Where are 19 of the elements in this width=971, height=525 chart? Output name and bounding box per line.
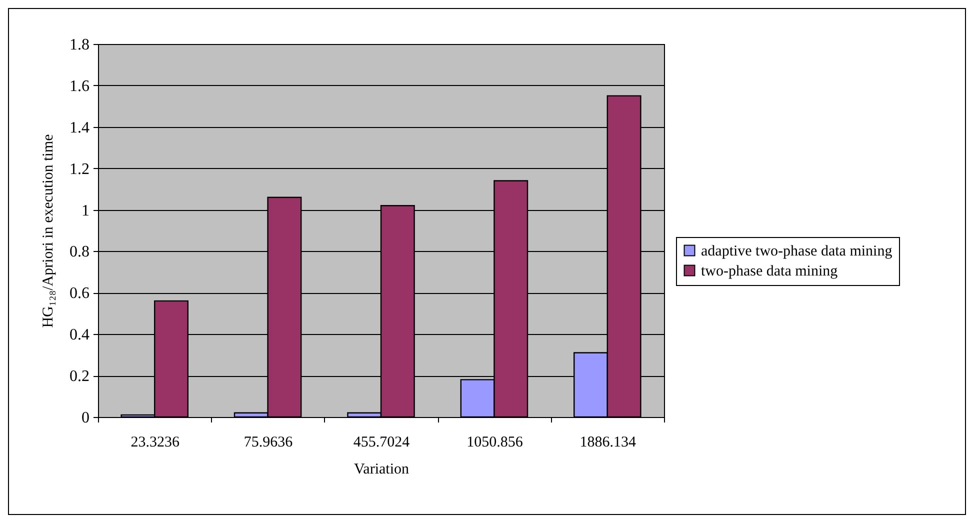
y-tick-label: 1.4 bbox=[70, 119, 90, 136]
y-tick-label: 0.2 bbox=[70, 368, 90, 386]
y-tick-label: 1.8 bbox=[70, 36, 90, 54]
y-tick-label: 1.6 bbox=[70, 78, 90, 95]
x-tick-label: 455.7024 bbox=[353, 434, 410, 450]
x-tick-label: 75.9636 bbox=[244, 434, 294, 450]
x-tick-label: 23.3236 bbox=[130, 434, 180, 450]
y-tick-label: 0.4 bbox=[70, 326, 90, 344]
y-tick-label: 0 bbox=[82, 410, 90, 426]
y-tick-label: 0.6 bbox=[70, 285, 90, 302]
x-tick-label: 1886.134 bbox=[580, 434, 637, 450]
y-tick-label: 1.2 bbox=[70, 160, 90, 178]
y-axis-title: HG₁₂₈/Apriori in execution time bbox=[40, 134, 56, 328]
x-axis-title: Variation bbox=[354, 462, 410, 478]
x-tick-label: 1050.856 bbox=[466, 434, 524, 450]
y-tick-label: 1 bbox=[82, 202, 90, 220]
legend-label: two-phase data mining bbox=[701, 264, 838, 280]
legend-label: adaptive two-phase data mining bbox=[701, 244, 893, 260]
y-tick-label: 0.8 bbox=[70, 244, 90, 261]
